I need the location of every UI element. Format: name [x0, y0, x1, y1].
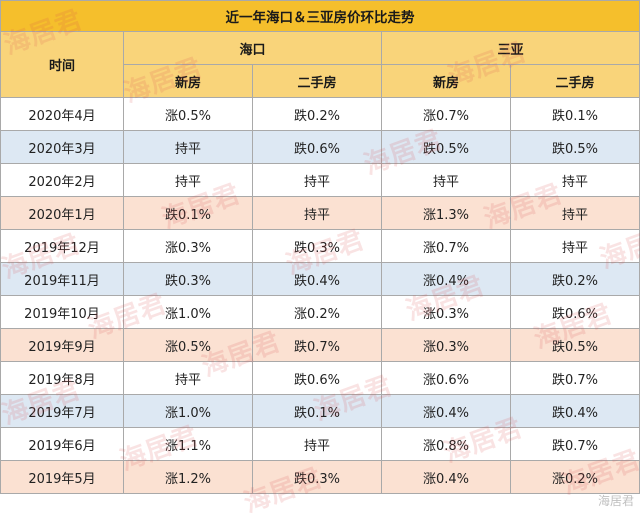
row-sanya-used: 跌0.1% — [510, 97, 640, 131]
row-haikou-used: 跌0.2% — [252, 97, 382, 131]
row-haikou-new: 涨1.0% — [123, 394, 253, 428]
row-sanya-used: 涨0.2% — [510, 460, 640, 494]
row-haikou-new: 持平 — [123, 361, 253, 395]
row-haikou-new: 跌0.3% — [123, 262, 253, 296]
row-sanya-new: 涨0.4% — [381, 460, 511, 494]
table-row: 2019年5月 涨1.2% 跌0.3% 涨0.4% 涨0.2% — [0, 460, 640, 494]
table-row: 2019年10月 涨1.0% 涨0.2% 涨0.3% 跌0.6% — [0, 295, 640, 329]
row-haikou-new: 涨0.5% — [123, 97, 253, 131]
row-sanya-used: 跌0.2% — [510, 262, 640, 296]
row-sanya-new: 涨0.6% — [381, 361, 511, 395]
row-haikou-used: 跌0.3% — [252, 460, 382, 494]
row-haikou-used: 持平 — [252, 196, 382, 230]
header-time: 时间 — [0, 31, 124, 98]
row-haikou-used: 跌0.1% — [252, 394, 382, 428]
price-trend-table: 近一年海口＆三亚房价环比走势 时间 海口 三亚 新房 二手房 新房 二手房 20… — [0, 0, 640, 494]
row-haikou-used: 跌0.4% — [252, 262, 382, 296]
header-haikou-new: 新房 — [123, 64, 253, 98]
row-haikou-new: 涨1.2% — [123, 460, 253, 494]
row-sanya-used: 跌0.7% — [510, 361, 640, 395]
table-row: 2019年11月 跌0.3% 跌0.4% 涨0.4% 跌0.2% — [0, 262, 640, 296]
row-month: 2019年6月 — [0, 427, 124, 461]
table-row: 2020年2月 持平 持平 持平 持平 — [0, 163, 640, 197]
row-month: 2019年9月 — [0, 328, 124, 362]
row-haikou-used: 持平 — [252, 163, 382, 197]
table-row: 2019年8月 持平 跌0.6% 涨0.6% 跌0.7% — [0, 361, 640, 395]
row-sanya-new: 涨1.3% — [381, 196, 511, 230]
row-month: 2020年4月 — [0, 97, 124, 131]
corner-watermark: 海居君 — [597, 494, 634, 508]
row-month: 2019年11月 — [0, 262, 124, 296]
row-haikou-new: 持平 — [123, 163, 253, 197]
row-month: 2020年3月 — [0, 130, 124, 164]
row-haikou-used: 跌0.7% — [252, 328, 382, 362]
row-haikou-new: 涨1.0% — [123, 295, 253, 329]
row-sanya-used: 跌0.5% — [510, 328, 640, 362]
header-haikou-used: 二手房 — [252, 64, 382, 98]
header-sanya-new: 新房 — [381, 64, 511, 98]
row-haikou-used: 持平 — [252, 427, 382, 461]
header-sanya: 三亚 — [381, 31, 640, 65]
table-row: 2019年7月 涨1.0% 跌0.1% 涨0.4% 跌0.4% — [0, 394, 640, 428]
table-row: 2019年12月 涨0.3% 跌0.3% 涨0.7% 持平 — [0, 229, 640, 263]
row-sanya-used: 跌0.5% — [510, 130, 640, 164]
row-sanya-new: 涨0.3% — [381, 328, 511, 362]
table-row: 2020年3月 持平 跌0.6% 跌0.5% 跌0.5% — [0, 130, 640, 164]
row-haikou-used: 涨0.2% — [252, 295, 382, 329]
header-row-types: 新房 二手房 新房 二手房 — [1, 64, 640, 98]
row-sanya-used: 跌0.6% — [510, 295, 640, 329]
table-row: 2020年4月 涨0.5% 跌0.2% 涨0.7% 跌0.1% — [0, 97, 640, 131]
row-sanya-new: 跌0.5% — [381, 130, 511, 164]
row-sanya-new: 涨0.7% — [381, 97, 511, 131]
row-sanya-used: 跌0.7% — [510, 427, 640, 461]
row-sanya-used: 持平 — [510, 196, 640, 230]
row-haikou-new: 持平 — [123, 130, 253, 164]
header-row-cities: 时间 海口 三亚 — [0, 31, 640, 98]
row-sanya-used: 持平 — [510, 163, 640, 197]
row-month: 2019年7月 — [0, 394, 124, 428]
row-sanya-used: 跌0.4% — [510, 394, 640, 428]
row-haikou-used: 跌0.6% — [252, 130, 382, 164]
row-sanya-new: 涨0.4% — [381, 262, 511, 296]
table-row: 2019年9月 涨0.5% 跌0.7% 涨0.3% 跌0.5% — [0, 328, 640, 362]
row-sanya-new: 涨0.3% — [381, 295, 511, 329]
row-haikou-new: 跌0.1% — [123, 196, 253, 230]
row-sanya-new: 持平 — [381, 163, 511, 197]
row-sanya-new: 涨0.8% — [381, 427, 511, 461]
row-month: 2019年10月 — [0, 295, 124, 329]
row-month: 2020年2月 — [0, 163, 124, 197]
row-haikou-new: 涨0.5% — [123, 328, 253, 362]
row-month: 2019年8月 — [0, 361, 124, 395]
row-haikou-used: 跌0.3% — [252, 229, 382, 263]
header-haikou: 海口 — [123, 31, 382, 65]
header-sanya-used: 二手房 — [510, 64, 640, 98]
table-row: 2019年6月 涨1.1% 持平 涨0.8% 跌0.7% — [0, 427, 640, 461]
row-haikou-used: 跌0.6% — [252, 361, 382, 395]
row-haikou-new: 涨0.3% — [123, 229, 253, 263]
row-sanya-new: 涨0.4% — [381, 394, 511, 428]
table-title: 近一年海口＆三亚房价环比走势 — [0, 0, 640, 32]
row-sanya-new: 涨0.7% — [381, 229, 511, 263]
row-month: 2019年12月 — [0, 229, 124, 263]
row-haikou-new: 涨1.1% — [123, 427, 253, 461]
row-sanya-used: 持平 — [510, 229, 640, 263]
row-month: 2020年1月 — [0, 196, 124, 230]
table-title-row: 近一年海口＆三亚房价环比走势 — [0, 0, 640, 32]
row-month: 2019年5月 — [0, 460, 124, 494]
table-row: 2020年1月 跌0.1% 持平 涨1.3% 持平 — [0, 196, 640, 230]
